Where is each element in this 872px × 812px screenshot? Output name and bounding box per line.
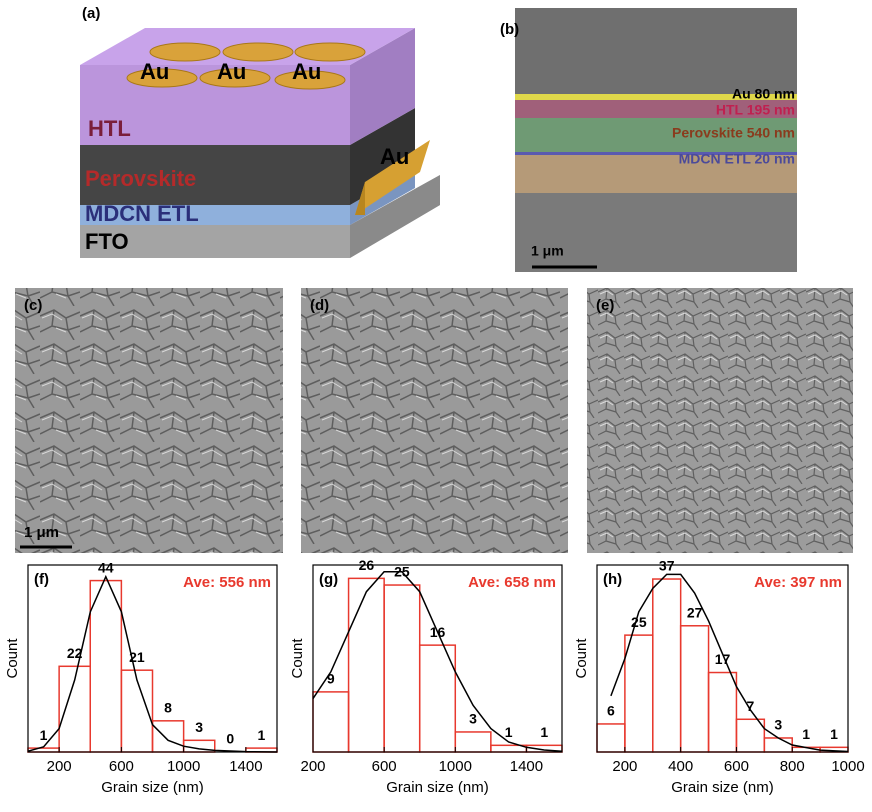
layer-label: MDCN ETL 20 nm: [679, 151, 795, 167]
data-label: 17: [715, 651, 731, 667]
data-label: 21: [129, 649, 145, 665]
data-label: 7: [746, 698, 754, 714]
x-axis-label: Grain size (nm): [101, 779, 204, 796]
data-label: 3: [469, 711, 477, 727]
x-tick-label: 800: [780, 758, 805, 775]
layer-label: Perovskite 540 nm: [672, 125, 795, 141]
panel-label: (d): [310, 297, 329, 314]
layer-label: Au 80 nm: [732, 86, 795, 102]
data-label: 1: [40, 727, 48, 743]
annotation: Ave: 658 nm: [468, 574, 556, 591]
y-axis-label: Count: [4, 638, 21, 679]
x-axis-label: Grain size (nm): [671, 779, 774, 796]
x-tick-label: 1400: [229, 758, 262, 775]
panel-label: (e): [596, 297, 614, 314]
data-label: 25: [631, 614, 647, 630]
data-label: 1: [258, 727, 266, 743]
x-tick-label: 600: [109, 758, 134, 775]
panel-label: (a): [82, 5, 100, 22]
electrode-label: Au: [380, 144, 409, 169]
data-label: 1: [505, 724, 513, 740]
bar: [679, 625, 710, 753]
electrode-label: Au: [140, 59, 169, 84]
cross-section-image: [515, 8, 797, 272]
sem-image: [587, 288, 853, 553]
bar: [454, 731, 492, 753]
fit-curve: [312, 570, 563, 753]
data-label: 9: [327, 671, 335, 687]
plot-frame: [27, 564, 278, 753]
annotation: Ave: 397 nm: [754, 574, 842, 591]
data-label: 3: [774, 717, 782, 733]
data-label: 1: [830, 726, 838, 742]
bar: [707, 671, 738, 753]
data-label: 16: [430, 624, 446, 640]
x-axis-label: Grain size (nm): [386, 779, 489, 796]
bar: [624, 634, 654, 753]
data-label: 44: [98, 559, 114, 575]
x-tick-label: 600: [372, 758, 397, 775]
panel-label: (c): [24, 297, 42, 314]
bar: [383, 584, 421, 753]
sem-image: [15, 288, 283, 553]
x-tick-label: 1000: [167, 758, 200, 775]
x-tick-label: 600: [724, 758, 749, 775]
y-axis-label: Count: [573, 638, 590, 679]
scale-bar-label: 1 μm: [531, 243, 564, 259]
bar: [312, 691, 350, 753]
electrode-label: Au: [217, 59, 246, 84]
x-tick-label: 1000: [831, 758, 864, 775]
data-label: 22: [67, 645, 83, 661]
x-tick-label: 200: [612, 758, 637, 775]
bar: [652, 578, 682, 753]
electrode-label: Au: [292, 59, 321, 84]
layer-label: HTL: [88, 116, 131, 141]
plot-frame: [596, 564, 849, 753]
panel-label: (h): [603, 571, 622, 588]
data-label: 8: [164, 700, 172, 716]
data-label: 37: [659, 558, 675, 574]
bar: [89, 579, 123, 753]
layer-label: Perovskite: [85, 166, 196, 191]
data-label: 25: [394, 564, 410, 580]
bar: [347, 577, 385, 753]
x-tick-label: 1400: [510, 758, 543, 775]
layer-label: MDCN ETL: [85, 201, 199, 226]
layer-label: HTL 195 nm: [716, 102, 795, 118]
sem-image: [301, 288, 568, 553]
fit-curve: [27, 574, 278, 753]
plot-frame: [312, 564, 563, 753]
panel-label: (b): [500, 21, 519, 38]
schematic: [80, 28, 440, 258]
annotation: Ave: 556 nm: [183, 574, 271, 591]
fit-curve: [610, 573, 849, 753]
scale-bar-label: 1 μm: [24, 524, 59, 541]
data-label: 27: [687, 604, 703, 620]
panel-label: (g): [319, 571, 338, 588]
bar: [596, 723, 626, 753]
panel-label: (f): [34, 571, 49, 588]
data-label: 6: [607, 703, 615, 719]
data-label: 3: [195, 719, 203, 735]
x-tick-label: 200: [47, 758, 72, 775]
data-label: 0: [226, 731, 234, 747]
y-axis-label: Count: [289, 638, 306, 679]
bar: [763, 737, 793, 753]
x-tick-label: 200: [300, 758, 325, 775]
data-label: 1: [802, 726, 810, 742]
x-tick-label: 1000: [439, 758, 472, 775]
bar: [151, 720, 185, 753]
x-tick-label: 400: [668, 758, 693, 775]
layer-label: FTO: [85, 229, 129, 254]
data-label: 1: [540, 724, 548, 740]
